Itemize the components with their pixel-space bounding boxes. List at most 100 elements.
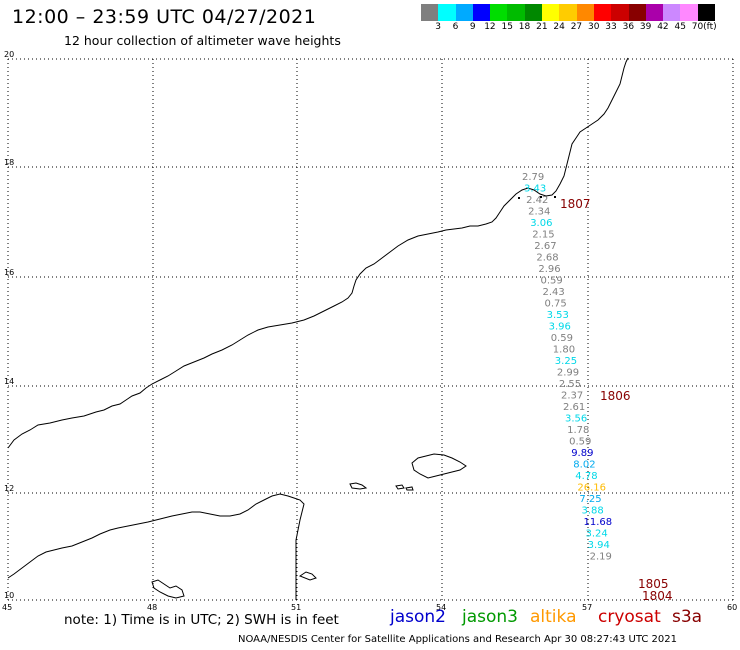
longitude-label: 48 <box>147 603 157 612</box>
wave-height-value: 3.88 <box>582 506 604 517</box>
longitude-label: 60 <box>727 603 737 612</box>
color-scale-label: 30 <box>588 22 600 32</box>
legend-jason3: jason3 <box>462 607 518 627</box>
wave-height-value: 2.43 <box>543 287 565 298</box>
color-swatch <box>490 4 508 21</box>
color-scale-label: 21 <box>536 22 548 32</box>
color-scale-label: 12 <box>484 22 496 32</box>
color-scale-label: 36 <box>622 22 635 32</box>
track-time-label: 1806 <box>600 389 631 403</box>
wave-height-value: 2.37 <box>561 391 583 402</box>
lat-lon-grid: 20 18 16 14 12 10 45 48 51 54 57 60 <box>2 50 737 612</box>
color-swatch <box>680 4 698 21</box>
color-swatch <box>576 4 594 21</box>
wave-height-value: 7.25 <box>579 494 601 505</box>
wave-height-value: 2.67 <box>534 241 556 252</box>
color-scale-bar <box>421 4 716 21</box>
longitude-label: 54 <box>436 603 446 612</box>
color-scale-label: 18 <box>518 22 531 32</box>
wave-height-value: 2.42 <box>526 195 548 206</box>
color-scale-label: 24 <box>553 22 565 32</box>
color-swatch <box>593 4 612 21</box>
wave-height-value: 3.24 <box>586 529 608 540</box>
color-scale-label: 42 <box>657 22 669 32</box>
wave-height-value: 0.75 <box>545 299 567 310</box>
wave-height-value: 3.43 <box>524 184 546 195</box>
color-swatch <box>611 4 629 21</box>
wave-height-value: 2.19 <box>590 552 612 563</box>
legend-cryosat: cryosat <box>598 607 661 627</box>
latitude-label: 10 <box>4 591 14 600</box>
color-scale-label: (ft) <box>703 22 717 32</box>
color-swatch <box>421 4 439 21</box>
wave-height-value: 2.34 <box>528 207 550 218</box>
color-swatch <box>559 4 577 21</box>
wave-height-value: 3.94 <box>588 540 610 551</box>
wave-height-value: 0.59 <box>551 333 573 344</box>
latitude-label: 14 <box>4 377 14 386</box>
wave-height-value: 2.96 <box>538 264 560 275</box>
legend-altika: altika <box>530 607 577 627</box>
wave-height-value: 0.59 <box>569 437 591 448</box>
color-swatch <box>524 4 543 21</box>
color-scale-label: 6 <box>452 22 459 32</box>
color-swatch <box>628 4 646 21</box>
wave-height-observations: 2.793.432.422.343.062.152.672.682.960.59… <box>518 172 673 603</box>
wave-height-value: 2.99 <box>557 368 579 379</box>
latitude-label: 16 <box>4 268 14 277</box>
color-scale-label: 70 <box>691 22 704 32</box>
wave-height-value: 2.55 <box>559 379 581 390</box>
color-swatch <box>542 4 560 21</box>
longitude-label: 51 <box>291 603 301 612</box>
wave-height-value: 3.96 <box>549 322 571 333</box>
color-scale-label: 33 <box>605 22 617 32</box>
wave-height-value: 0.59 <box>541 276 563 287</box>
track-marker <box>540 196 542 198</box>
color-swatch <box>645 4 664 21</box>
wave-height-value: 3.06 <box>530 218 552 229</box>
coastline <box>7 57 629 600</box>
track-marker <box>554 196 556 198</box>
color-swatch <box>438 4 456 21</box>
legend-s3a: s3a <box>672 607 703 627</box>
map-title: 12:00 – 23:59 UTC 04/27/2021 <box>12 6 317 28</box>
wave-height-value: 2.61 <box>563 402 585 413</box>
color-scale-label: 45 <box>674 22 686 32</box>
latitude-label: 18 <box>4 158 14 167</box>
map-subtitle: 12 hour collection of altimeter wave hei… <box>64 33 341 48</box>
track-time-label: 1804 <box>642 589 673 603</box>
wave-height-value: 3.53 <box>547 310 569 321</box>
wave-height-value: 26.16 <box>577 483 606 494</box>
color-swatch <box>455 4 473 21</box>
color-scale-label: 27 <box>570 22 583 32</box>
wave-height-value: 4.78 <box>575 471 597 482</box>
color-scale-label: 15 <box>501 22 513 32</box>
wave-height-value: 9.89 <box>571 448 593 459</box>
latitude-label: 12 <box>4 484 14 493</box>
wave-height-value: 1.80 <box>553 345 575 356</box>
color-swatch <box>663 4 681 21</box>
longitude-label: 57 <box>582 603 592 612</box>
color-scale-label: 9 <box>469 22 476 32</box>
color-swatch <box>472 4 491 21</box>
track-time-label: 1805 <box>638 577 669 591</box>
latitude-label: 20 <box>4 50 14 59</box>
color-scale-label: 39 <box>639 22 652 32</box>
note-text: note: 1) Time is in UTC; 2) SWH is in fe… <box>64 612 339 628</box>
wave-height-value: 11.68 <box>584 517 613 528</box>
wave-height-value: 3.56 <box>565 414 587 425</box>
footer-credit: NOAA/NESDIS Center for Satellite Applica… <box>238 634 677 645</box>
wave-height-value: 2.68 <box>536 253 558 264</box>
wave-height-value: 3.25 <box>555 356 577 367</box>
legend-jason2: jason2 <box>390 607 446 627</box>
wave-height-value: 1.78 <box>567 425 589 436</box>
color-swatch <box>507 4 525 21</box>
color-swatch <box>697 4 716 21</box>
track-marker <box>518 197 520 199</box>
longitude-label: 45 <box>2 603 12 612</box>
wave-height-value: 2.79 <box>522 172 544 183</box>
color-scale-label: 3 <box>435 22 442 32</box>
wave-height-value: 2.15 <box>532 230 554 241</box>
wave-height-value: 8.02 <box>573 460 595 471</box>
